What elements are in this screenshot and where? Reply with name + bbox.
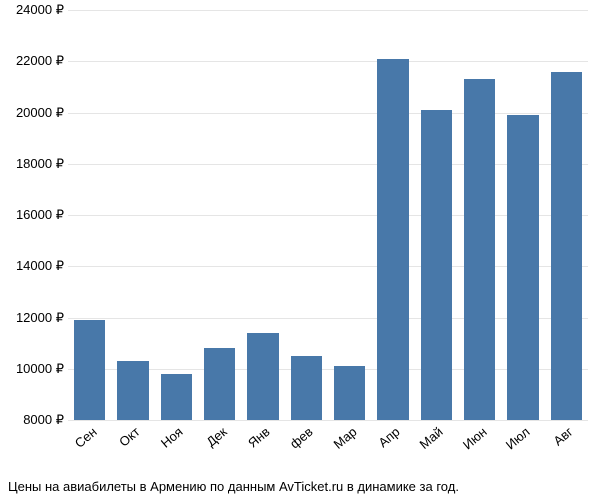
x-label-slot: Июл	[501, 420, 544, 470]
x-label-slot: Сен	[68, 420, 111, 470]
x-label-slot: Авг	[545, 420, 588, 470]
x-label-slot: Апр	[371, 420, 414, 470]
x-tick-label: Ноя	[158, 424, 186, 451]
x-label-slot: фев	[285, 420, 328, 470]
y-tick-label: 22000 ₽	[16, 53, 64, 69]
bar-slot	[68, 10, 111, 420]
bar-slot	[458, 10, 501, 420]
x-label-slot: Дек	[198, 420, 241, 470]
bar	[507, 115, 538, 420]
bar	[74, 320, 105, 420]
bars-container	[68, 10, 588, 420]
bar-slot	[328, 10, 371, 420]
bar	[464, 79, 495, 420]
bar-slot	[198, 10, 241, 420]
bar-slot	[415, 10, 458, 420]
x-tick-label: Сен	[71, 424, 99, 451]
bar	[551, 72, 582, 421]
x-tick-label: Мар	[330, 424, 359, 452]
x-label-slot: Ноя	[155, 420, 198, 470]
y-tick-label: 12000 ₽	[16, 310, 64, 326]
x-tick-label: Янв	[245, 424, 273, 451]
bar	[247, 333, 278, 420]
bar	[291, 356, 322, 420]
x-tick-label: Июл	[503, 424, 533, 452]
y-axis: 8000 ₽10000 ₽12000 ₽14000 ₽16000 ₽18000 …	[0, 10, 68, 420]
bar	[377, 59, 408, 420]
bar-slot	[155, 10, 198, 420]
x-axis: Сен Окт Ноя Дек Янвфев Мар Апр Май Июн Июл Авг	[68, 420, 588, 470]
y-tick-label: 18000 ₽	[16, 156, 64, 172]
bar	[117, 361, 148, 420]
x-tick-label: Дек	[203, 424, 229, 449]
x-tick-label: Окт	[116, 424, 142, 450]
plot-area	[68, 10, 588, 420]
x-tick-label: Май	[417, 424, 446, 452]
bar-slot	[371, 10, 414, 420]
y-tick-label: 16000 ₽	[16, 207, 64, 223]
x-label-slot: Окт	[111, 420, 154, 470]
chart-caption: Цены на авиабилеты в Армению по данным A…	[8, 479, 600, 494]
x-label-slot: Мар	[328, 420, 371, 470]
price-chart: 8000 ₽ 10000 ₽ 12000 ₽ 14000 ₽ 16000 ₽ 18000 …	[0, 0, 600, 500]
x-tick-label: фев	[287, 424, 316, 451]
bar-slot	[285, 10, 328, 420]
y-tick-label: 10000 ₽	[16, 361, 64, 377]
y-tick-label: 24000 ₽	[16, 2, 64, 18]
bar-slot	[501, 10, 544, 420]
x-tick-label: Авг	[551, 424, 576, 449]
y-tick-label: 14000 ₽	[16, 258, 64, 274]
bar-slot	[545, 10, 588, 420]
bar	[421, 110, 452, 420]
bar	[161, 374, 192, 420]
x-tick-label: Июн	[459, 424, 489, 452]
bar-slot	[241, 10, 284, 420]
x-label-slot: Янв	[241, 420, 284, 470]
x-label-slot: Июн	[458, 420, 501, 470]
y-tick-label: 20000 ₽	[16, 105, 64, 121]
x-label-slot: Май	[415, 420, 458, 470]
x-tick-label: Апр	[375, 424, 402, 450]
bar	[334, 366, 365, 420]
y-tick-label: 8000 ₽	[23, 412, 64, 428]
bar-slot	[111, 10, 154, 420]
bar	[204, 348, 235, 420]
